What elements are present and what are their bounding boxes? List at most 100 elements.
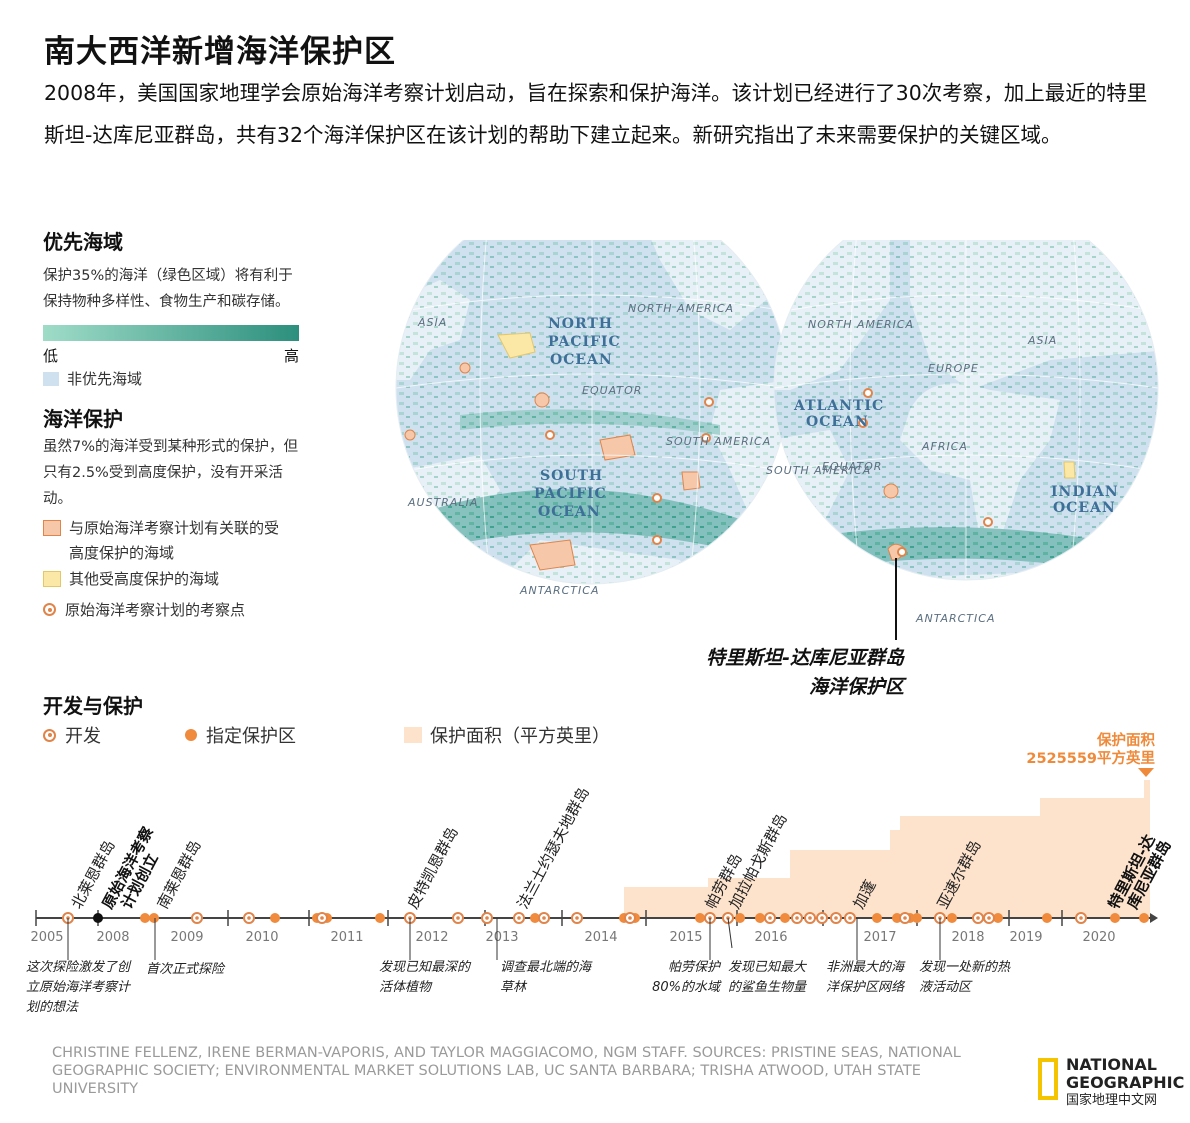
- right-globe-sites: [858, 388, 993, 557]
- expedition-marker-dot: [628, 916, 632, 920]
- legend-expedition-site: 原始海洋考察计划的考察点: [43, 599, 303, 620]
- label-antarctica-left: ANTARCTICA: [519, 584, 599, 597]
- expedition-marker-dot: [976, 916, 980, 920]
- area-total: 保护面积 2525559平方英里: [980, 732, 1155, 768]
- credit-line: CHRISTINE FELLENZ, IRENE BERMAN-VAPORIS,…: [52, 1045, 961, 1097]
- logo-line3: 国家地理中文网: [1066, 1093, 1158, 1108]
- label-south-america-right: SOUTH AMERICA: [766, 464, 871, 477]
- expedition-marker-dot: [795, 916, 799, 920]
- legend-develop-label: 开发: [65, 726, 101, 747]
- expedition-marker-dot: [820, 916, 824, 920]
- designation-marker: [892, 913, 902, 923]
- other-protected-swatch: [43, 570, 61, 587]
- pristine-protected-swatch: [43, 520, 61, 536]
- timeline-markers: [62, 912, 1149, 924]
- label-south-pacific-3: OCEAN: [538, 504, 601, 520]
- event-leader-lines: [67, 917, 941, 960]
- callout-line2: 海洋保护区: [808, 676, 904, 698]
- gradient-low-label: 低: [43, 347, 59, 365]
- year-label: 2011: [330, 930, 363, 945]
- label-atlantic-1: ATLANTIC: [793, 398, 884, 414]
- expedition-marker-dot: [517, 916, 521, 920]
- designation-marker: [149, 913, 159, 923]
- expedition-marker-dot: [1079, 916, 1083, 920]
- area-total-marker-icon: [1138, 768, 1154, 777]
- develop-icon: [43, 728, 56, 742]
- other-protected-label: 其他受高度保护的海域: [69, 570, 220, 588]
- year-label: 2017: [863, 930, 896, 945]
- legend-other-protected: 其他受高度保护的海域: [43, 568, 303, 589]
- label-north-pacific-1: NORTH: [548, 316, 613, 332]
- designation-marker: [1139, 913, 1149, 923]
- label-australia: AUSTRALIA: [407, 496, 478, 509]
- label-indian-1: INDIAN: [1051, 484, 1119, 500]
- legend-designate-label: 指定保护区: [206, 726, 296, 747]
- label-indian-2: OCEAN: [1053, 500, 1116, 516]
- designation-marker: [947, 913, 957, 923]
- label-north-america-right: NORTH AMERICA: [808, 318, 914, 331]
- designation-marker: [270, 913, 280, 923]
- label-north-pacific-3: OCEAN: [550, 352, 613, 368]
- callout-line1: 特里斯坦-达库尼亚群岛: [706, 647, 904, 669]
- pristine-protected-label: 与原始海洋考察计划有关联的受高度保护的海域: [69, 519, 280, 562]
- site-label-pitcairn: 皮特凯恩群岛: [404, 824, 462, 912]
- label-equator-right: EQUATOR: [822, 460, 882, 473]
- event-shark-biomass: 发现已知最大的鲨鱼生物量: [728, 960, 807, 995]
- label-south-america-left: SOUTH AMERICA: [666, 435, 771, 448]
- event-first-expedition: 首次正式探险: [146, 962, 225, 977]
- year-label: 2009: [170, 930, 203, 945]
- timeline-arrow-icon: [1150, 913, 1158, 923]
- year-label: 2020: [1082, 930, 1115, 945]
- year-label: 2018: [951, 930, 984, 945]
- ng-yellow-frame-icon: [1038, 1058, 1058, 1100]
- label-atlantic-2: OCEAN: [806, 414, 869, 430]
- area-total-label: 保护面积: [1097, 733, 1155, 749]
- left-globe-sites: [545, 397, 714, 545]
- designation-marker: [872, 913, 882, 923]
- event-africa-network: 非洲最大的海洋保护区网络: [826, 960, 905, 995]
- priority-heading: 优先海域: [43, 230, 123, 254]
- year-label: 2005: [30, 930, 63, 945]
- year-label: 2013: [485, 930, 518, 945]
- protection-heading: 海洋保护: [43, 407, 123, 431]
- event-palau-80: 帕劳保护80%的水域: [652, 960, 720, 995]
- year-label: 2014: [584, 930, 617, 945]
- event-northern-kelp: 调查最北端的海草林: [500, 960, 592, 995]
- expedition-marker-dot: [320, 916, 324, 920]
- founding-marker: [93, 913, 103, 923]
- priority-gradient: [43, 325, 299, 341]
- expedition-marker-dot: [542, 916, 546, 920]
- designation-marker: [993, 913, 1003, 923]
- label-equator-left: EQUATOR: [582, 384, 642, 397]
- protection-desc: 虽然7%的海洋受到某种形式的保护，但只有2.5%受到高度保护，没有开采活动。: [43, 439, 299, 507]
- expedition-marker-dot: [903, 916, 907, 920]
- event-deepest-plant: 发现已知最深的活体植物: [379, 960, 471, 995]
- label-south-pacific-2: PACIFIC: [534, 486, 607, 502]
- priority-desc: 保护35%的海洋（绿色区域）将有利于保持物种多样性、食物生产和碳存储。: [43, 268, 293, 310]
- legend-non-priority: 非优先海域: [43, 368, 303, 389]
- designation-marker: [735, 913, 745, 923]
- protected-area-series: [68, 780, 1150, 917]
- designation-marker: [695, 913, 705, 923]
- label-south-pacific-1: SOUTH: [540, 468, 603, 484]
- expedition-marker-dot: [768, 916, 772, 920]
- designate-icon: [185, 729, 197, 741]
- year-label: 2019: [1009, 930, 1042, 945]
- globe-maps: ASIA NORTH AMERICA NORTH PACIFIC OCEAN E…: [395, 240, 1159, 640]
- intro-text: 2008年，美国国家地理学会原始海洋考察计划启动，旨在探索和保护海洋。该计划已经…: [44, 81, 1148, 147]
- year-label: 2016: [754, 930, 787, 945]
- gradient-high-label: 高: [283, 347, 299, 365]
- label-asia-left: ASIA: [417, 316, 447, 329]
- expedition-marker-dot: [456, 916, 460, 920]
- event-hydrothermal: 发现一处新的热液活动区: [919, 960, 1011, 995]
- timeline-heading: 开发与保护: [43, 694, 143, 718]
- designation-marker: [140, 913, 150, 923]
- year-label: 2012: [415, 930, 448, 945]
- year-label: 2008: [96, 930, 129, 945]
- label-north-pacific-2: PACIFIC: [548, 334, 621, 350]
- ng-logo: NATIONAL GEOGRAPHIC 国家地理中文网: [1038, 1056, 1184, 1110]
- callout: 特里斯坦-达库尼亚群岛 海洋保护区: [600, 644, 904, 702]
- label-africa: AFRICA: [921, 440, 968, 453]
- designation-marker: [780, 913, 790, 923]
- timeline-chart: 2005 2008 2009 2010 2011 2012 2013 2014 2015 2016…: [30, 768, 1175, 960]
